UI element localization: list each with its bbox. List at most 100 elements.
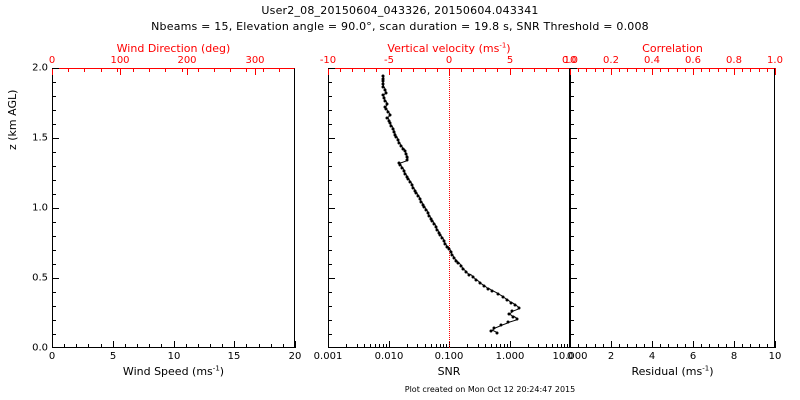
- y-axis-tick: [328, 292, 332, 293]
- data-point: [515, 317, 519, 321]
- bottom-axis-tick-label: 10: [167, 351, 181, 362]
- bottom-axis-tick: [750, 344, 751, 348]
- data-point: [405, 155, 409, 159]
- data-point: [389, 124, 393, 128]
- plot-panel-residual: 0 2 4 6 8 10 0.0 0.2 0.4 0.6 0.8 1.0 Residual (ms-1)…: [562, 42, 783, 378]
- bottom-axis-tick: [389, 341, 390, 348]
- data-point: [383, 88, 387, 92]
- top-axis-tick: [750, 68, 751, 72]
- data-point: [397, 141, 401, 145]
- y-axis-tick: [328, 278, 332, 279]
- top-axis-tick: [611, 68, 612, 72]
- data-point: [381, 93, 385, 97]
- data-point: [427, 214, 431, 218]
- top-axis-tick: [133, 68, 134, 72]
- top-axis-tick: [759, 68, 760, 72]
- y-axis-tick: [52, 152, 56, 153]
- top-axis-tick: [627, 68, 628, 72]
- y-axis-tick: [328, 96, 332, 97]
- y-axis-tick-label: 1.5: [32, 132, 48, 144]
- y-axis-tick: [328, 138, 332, 139]
- data-point: [499, 323, 503, 327]
- top-axis-tick: [120, 68, 121, 75]
- bottom-axis-tick-label: 15: [227, 351, 241, 362]
- data-point: [432, 222, 436, 226]
- top-axis-tick: [652, 68, 653, 72]
- data-series-snr: [328, 68, 570, 348]
- bottom-axis-tick: [101, 344, 102, 348]
- top-axis-tick: [328, 68, 329, 75]
- bottom-axis-tick: [586, 344, 587, 348]
- data-point: [392, 130, 396, 134]
- data-point: [496, 292, 500, 296]
- top-axis-tick: [165, 68, 166, 72]
- plot-subtitle: Nbeams = 15, Elevation angle = 90.0°, sc…: [0, 20, 800, 33]
- y-axis-tick: [570, 250, 574, 251]
- top-axis-tick: [586, 68, 587, 72]
- top-axis-tick-label: 200: [177, 55, 197, 66]
- y-axis-tick: [570, 124, 574, 125]
- data-point: [413, 189, 417, 192]
- data-point: [410, 183, 413, 187]
- data-point: [401, 147, 405, 150]
- data-point: [486, 287, 490, 290]
- data-point: [386, 110, 390, 114]
- bottom-axis-tick: [611, 344, 612, 348]
- bottom-axis-tick-label: 5: [109, 351, 117, 362]
- bottom-axis-tick: [775, 341, 776, 348]
- bottom-axis-tick: [660, 344, 661, 348]
- top-axis-tick: [473, 68, 474, 72]
- y-axis-tick: [328, 82, 332, 83]
- top-axis-tick: [149, 68, 150, 72]
- bottom-axis-tick-label: 1.000: [495, 351, 525, 362]
- top-axis-tick: [187, 68, 188, 75]
- top-axis-tick: [230, 68, 231, 72]
- data-point: [387, 119, 391, 122]
- top-axis-tick: [352, 68, 353, 72]
- top-axis-tick: [709, 68, 710, 72]
- data-point: [517, 306, 521, 310]
- data-point: [513, 303, 517, 307]
- y-axis-tick-label: 1.0: [32, 202, 48, 214]
- bottom-axis-tick: [546, 344, 547, 348]
- top-axis-tick: [364, 68, 365, 72]
- data-point: [437, 231, 441, 234]
- bottom-axis-tick: [726, 344, 727, 348]
- data-point: [381, 74, 385, 78]
- y-axis-tick: [52, 320, 56, 321]
- y-axis-tick: [328, 194, 332, 195]
- bottom-axis-tick: [693, 344, 694, 348]
- bottom-axis-tick: [701, 344, 702, 348]
- data-point: [385, 102, 389, 106]
- y-axis-tick: [52, 166, 56, 167]
- top-axis-tick: [636, 68, 637, 72]
- bottom-axis-tick-label: 0.010: [374, 351, 404, 362]
- bottom-axis-tick: [500, 344, 501, 348]
- y-axis-tick: [52, 138, 56, 139]
- top-axis-tick: [182, 68, 183, 72]
- bottom-axis-tick: [383, 344, 384, 348]
- y-axis-title: z (km AGL): [6, 89, 19, 150]
- top-axis-title: Correlation: [642, 42, 703, 55]
- bottom-axis-tick: [76, 344, 77, 348]
- data-point: [400, 166, 404, 170]
- data-point: [435, 228, 439, 232]
- top-axis-tick: [68, 68, 69, 72]
- data-point: [459, 264, 462, 268]
- top-axis-tick: [534, 68, 535, 72]
- data-point: [492, 326, 496, 330]
- bottom-axis-tick: [174, 344, 175, 348]
- bottom-axis-tick: [364, 344, 365, 348]
- bottom-axis-tick-label: 0: [566, 351, 574, 362]
- data-point: [507, 312, 511, 316]
- bottom-axis-tick: [149, 344, 150, 348]
- top-axis-tick: [214, 68, 215, 72]
- top-axis-tick: [742, 68, 743, 72]
- top-axis-tick-label: 0.6: [685, 55, 701, 66]
- data-point: [471, 275, 475, 279]
- top-axis-tick: [644, 68, 645, 72]
- top-axis-tick: [578, 68, 579, 72]
- data-point: [381, 77, 385, 80]
- top-axis-tick-label: 300: [245, 55, 265, 66]
- bottom-axis-tick: [52, 341, 53, 348]
